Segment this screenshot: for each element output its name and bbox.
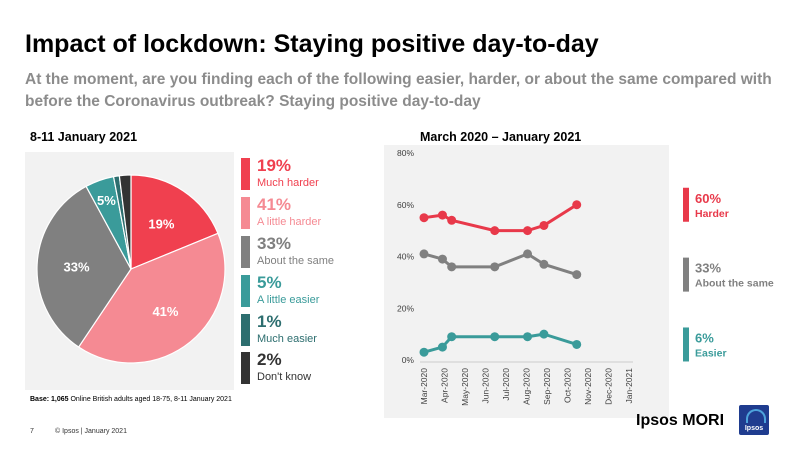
page-title: Impact of lockdown: Staying positive day… — [25, 30, 599, 58]
data-point — [419, 347, 429, 357]
x-tick-label: Dec-2020 — [604, 368, 614, 405]
legend-swatch — [241, 197, 250, 229]
legend-swatch — [241, 158, 250, 190]
legend-label: A little harder — [257, 216, 322, 228]
copyright: © Ipsos | January 2021 — [55, 428, 127, 435]
legend-swatch — [241, 275, 250, 307]
data-point — [539, 259, 549, 269]
series-line-easier — [423, 332, 578, 354]
pie-slice-much-harder — [130, 174, 219, 270]
data-point — [523, 332, 533, 342]
legend-label: About the same — [257, 255, 335, 267]
x-tick-label: Oct-2020 — [563, 368, 573, 403]
page-subtitle: At the moment, are you finding each of t… — [25, 71, 772, 110]
data-point — [447, 215, 457, 225]
ipsos-logo-icon: Ipsos — [739, 405, 769, 435]
data-point — [419, 213, 429, 223]
pie-data-label: 19% — [148, 217, 174, 232]
legend-label: Don't know — [257, 371, 312, 383]
y-tick-label: 40% — [397, 252, 414, 262]
data-point — [572, 270, 582, 280]
pie-section-label: 8-11 January 2021 — [30, 130, 138, 144]
data-point — [437, 254, 447, 264]
data-point — [447, 332, 457, 342]
logo-arc — [746, 409, 766, 423]
pie-panel: 19% 41% 33% 5% — [25, 152, 234, 390]
pie-slice-a-little-harder — [77, 232, 226, 364]
y-tick-label: 80% — [397, 148, 414, 158]
series-end-value: 6% — [695, 330, 714, 345]
legend-pct: 2% — [257, 350, 282, 369]
brand-name: Ipsos MORI — [636, 412, 725, 429]
series-end-name: About the same — [695, 278, 774, 290]
y-tick-label: 60% — [397, 200, 414, 210]
x-tick-label: Jul-2020 — [501, 368, 511, 401]
x-tick-label: Jun-2020 — [481, 368, 491, 404]
data-point — [572, 200, 582, 210]
legend-pct: 41% — [257, 195, 292, 214]
legend-swatch — [241, 352, 250, 384]
x-tick-label: Nov-2020 — [583, 368, 593, 405]
data-point — [539, 220, 549, 230]
data-point — [572, 339, 582, 349]
series-end-name: Harder — [695, 208, 729, 220]
legend-pct: 19% — [257, 156, 292, 175]
series-end-name: Easier — [695, 347, 727, 359]
legend-pct: 1% — [257, 312, 282, 331]
x-tick-label: Sep-2020 — [542, 368, 552, 405]
line-chart: 0% 20% 40% 60% 80% Mar-2020 Apr-2020 May-2020 Ju… — [397, 148, 774, 406]
data-point — [523, 226, 533, 236]
series-line-harder — [423, 203, 578, 233]
x-tick-label: Apr-2020 — [440, 368, 450, 403]
series-end-swatch — [683, 257, 689, 292]
data-point — [447, 262, 457, 272]
pie-chart: 19% 41% 33% 5% — [36, 174, 226, 364]
line-section-label: March 2020 – January 2021 — [420, 130, 582, 144]
data-point — [490, 226, 500, 236]
base-note-text: Online British adults aged 18-75, 8-11 J… — [68, 396, 232, 403]
legend-swatch — [241, 236, 250, 268]
data-point — [437, 210, 447, 220]
pie-data-label: 41% — [152, 304, 178, 319]
pie-slice-don-t-know — [118, 174, 132, 270]
legend-swatch — [241, 314, 250, 346]
line-panel — [384, 145, 669, 418]
legend-label: Much harder — [257, 177, 319, 189]
base-note: Base: 1,065 Online British adults aged 1… — [30, 396, 232, 403]
x-tick-label: Jan-2021 — [624, 368, 634, 404]
data-point — [419, 249, 429, 259]
pie-data-label: 5% — [97, 193, 116, 208]
legend-label: A little easier — [257, 294, 320, 306]
data-point — [539, 329, 549, 339]
data-point — [523, 249, 533, 259]
legend-label: Much easier — [257, 333, 317, 345]
x-tick-label: May-2020 — [460, 368, 470, 406]
legend-pct: 33% — [257, 234, 292, 253]
base-note-bold: Base: 1,065 — [30, 396, 69, 403]
pie-data-label: 33% — [64, 259, 90, 274]
legend-pct: 5% — [257, 273, 282, 292]
y-tick-label: 0% — [402, 355, 415, 365]
x-tick-label: Mar-2020 — [419, 368, 429, 405]
series-end-value: 60% — [695, 191, 721, 206]
x-tick-label: Aug-2020 — [522, 368, 532, 405]
logo-text: Ipsos — [744, 425, 764, 432]
data-point — [490, 262, 500, 272]
series-end-swatch — [683, 187, 689, 222]
series-end-value: 33% — [695, 261, 721, 276]
page-number: 7 — [30, 428, 34, 435]
data-point — [490, 332, 500, 342]
data-point — [437, 342, 447, 352]
series-end-swatch — [683, 327, 689, 362]
series-line-about-the-same — [423, 252, 578, 277]
y-tick-label: 20% — [397, 303, 414, 313]
